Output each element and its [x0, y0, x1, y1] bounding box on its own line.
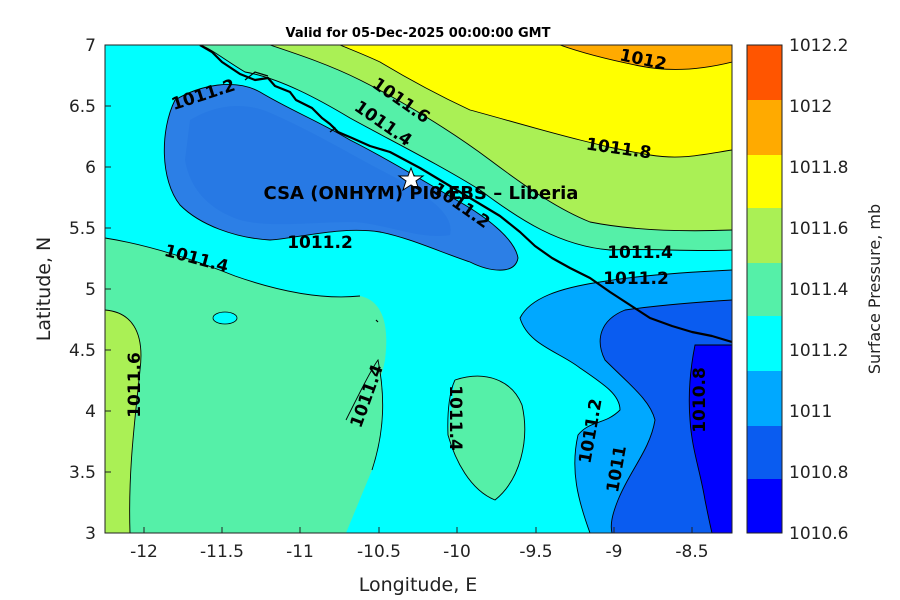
band-1010-6 — [689, 345, 732, 533]
location-label: CSA (ONHYM) PI0 EBS – Liberia — [264, 183, 579, 204]
y-tick-label: 4.5 — [69, 341, 96, 361]
colorbar-segment — [747, 100, 782, 155]
colorbar-segment — [747, 426, 782, 479]
pressure-contour-map — [105, 45, 732, 533]
y-tick-marks — [105, 105, 111, 534]
coast-detail — [244, 71, 525, 323]
x-axis: -12 -11.5 -11 -10.5 -10 -9.5 -9 -8.5 — [130, 542, 708, 562]
star-icon — [397, 166, 425, 192]
band-1011-4-patch-a — [346, 360, 383, 533]
colorbar-segment — [747, 316, 782, 371]
colorbar-segment — [747, 263, 782, 316]
colorbar-tick-label: 1011.8 — [789, 158, 848, 178]
x-axis-title: Longitude, E — [359, 574, 478, 596]
contour-lines — [105, 45, 732, 533]
colorbar-segment — [747, 155, 782, 208]
band-1011-north-low-core — [185, 105, 451, 237]
y-tick-label: 3 — [85, 524, 96, 544]
colorbar-segment — [747, 208, 782, 263]
colorbar-segment — [747, 479, 782, 533]
x-tick-label: -10 — [443, 542, 471, 562]
colorbar-segment — [747, 371, 782, 426]
contour-label: 1011.4 — [607, 243, 673, 263]
x-tick-label: -9 — [606, 542, 623, 562]
band-1011-6-southwest — [105, 310, 141, 533]
contour-label: 1011.2 — [287, 233, 353, 253]
contour-label: 1011.6 — [125, 352, 145, 418]
x-tick-label: -11 — [286, 542, 314, 562]
band-1011-4-patch-b — [448, 376, 525, 500]
band-1011-north-low — [164, 84, 518, 271]
colorbar-tick-label: 1011.2 — [789, 341, 848, 361]
x-tick-label: -8.5 — [675, 542, 708, 562]
x-tick-label: -10.5 — [357, 542, 401, 562]
colorbar-tick-label: 1012.2 — [789, 36, 848, 56]
colorbar-segment — [747, 45, 782, 100]
colorbar-frame — [746, 44, 783, 534]
y-tick-label: 6.5 — [69, 97, 96, 117]
colorbar-tick-label: 1011.6 — [789, 219, 848, 239]
y-tick-label: 3.5 — [69, 463, 96, 483]
contour-label: 1011.2 — [603, 269, 669, 289]
colorbar — [746, 44, 783, 534]
band-1012 — [560, 45, 732, 70]
y-tick-label: 5 — [85, 280, 96, 300]
y-tick-label: 5.5 — [69, 219, 96, 239]
y-axis: 3 3.5 4 4.5 5 5.5 6 6.5 7 — [69, 36, 96, 544]
band-1011-2-islet — [212, 311, 238, 325]
coastline — [199, 45, 732, 344]
x-tick-label: -9.5 — [519, 542, 552, 562]
band-1011-8 — [340, 45, 732, 158]
x-tick-label: -12 — [130, 542, 158, 562]
x-tick-label: -11.5 — [200, 542, 244, 562]
y-tick-label: 4 — [85, 402, 96, 422]
colorbar-tick-label: 1010.6 — [789, 524, 848, 544]
colorbar-title: Surface Pressure, mb — [865, 204, 884, 374]
colorbar-tick-label: 1011 — [789, 402, 832, 422]
colorbar-tick-label: 1010.8 — [789, 463, 848, 483]
contour-label: 1011.4 — [445, 385, 465, 451]
band-1011-4-southwest — [105, 238, 387, 533]
chart-title: Valid for 05-Dec-2025 00:00:00 GMT — [286, 26, 551, 41]
colorbar-ticks: 1010.6 1010.8 1011 1011.2 1011.4 1011.6 … — [789, 36, 848, 544]
colorbar-tick-label: 1011.4 — [789, 280, 848, 300]
contour-label: 1010.8 — [690, 367, 710, 433]
y-tick-label: 7 — [85, 36, 96, 56]
y-tick-label: 6 — [85, 158, 96, 178]
colorbar-tick-label: 1012 — [789, 97, 832, 117]
y-axis-title: Latitude, N — [33, 237, 55, 342]
x-tick-marks — [143, 527, 693, 533]
